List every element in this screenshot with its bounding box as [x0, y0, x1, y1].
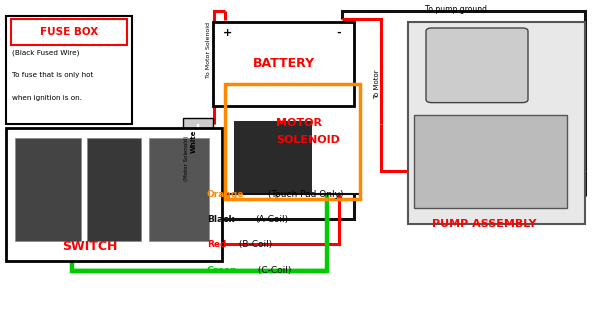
Text: -: -: [337, 28, 341, 38]
Text: To Motor: To Motor: [374, 69, 380, 99]
Text: SWITCH: SWITCH: [62, 240, 118, 253]
Text: To pump ground: To pump ground: [425, 5, 487, 14]
Text: (Touch Pad Only): (Touch Pad Only): [265, 190, 343, 199]
Text: +: +: [223, 28, 233, 38]
Text: MOTOR: MOTOR: [276, 118, 322, 128]
Text: (Motor Solenoid): (Motor Solenoid): [184, 136, 189, 181]
Text: Green: Green: [207, 266, 238, 275]
FancyBboxPatch shape: [408, 22, 585, 224]
Text: FUSE BOX: FUSE BOX: [40, 27, 98, 37]
Text: (A-Coil): (A-Coil): [255, 215, 288, 224]
FancyBboxPatch shape: [15, 138, 81, 241]
FancyBboxPatch shape: [426, 28, 528, 103]
FancyBboxPatch shape: [11, 19, 127, 45]
Text: Red: Red: [207, 240, 226, 248]
Text: White: White: [191, 130, 197, 153]
Text: Black: Black: [207, 215, 235, 224]
FancyBboxPatch shape: [414, 115, 567, 208]
FancyBboxPatch shape: [213, 22, 354, 106]
FancyBboxPatch shape: [87, 138, 141, 241]
FancyBboxPatch shape: [183, 118, 213, 199]
Text: To fuse that is only hot: To fuse that is only hot: [12, 72, 94, 78]
Text: BATTERY: BATTERY: [253, 57, 314, 70]
Text: Orange: Orange: [207, 190, 244, 199]
FancyBboxPatch shape: [149, 138, 209, 241]
Text: (B-Coil): (B-Coil): [236, 240, 272, 248]
Text: when ignition is on.: when ignition is on.: [12, 95, 82, 100]
Text: SOLENOID: SOLENOID: [276, 135, 340, 145]
FancyBboxPatch shape: [6, 128, 222, 261]
FancyBboxPatch shape: [6, 16, 132, 124]
FancyBboxPatch shape: [234, 121, 312, 193]
Text: (C-Coil): (C-Coil): [255, 266, 292, 275]
Text: PUMP ASSEMBLY: PUMP ASSEMBLY: [432, 219, 536, 229]
Text: To Motor Solenoid: To Motor Solenoid: [206, 22, 211, 78]
Text: (Black Fused Wire): (Black Fused Wire): [12, 50, 79, 56]
